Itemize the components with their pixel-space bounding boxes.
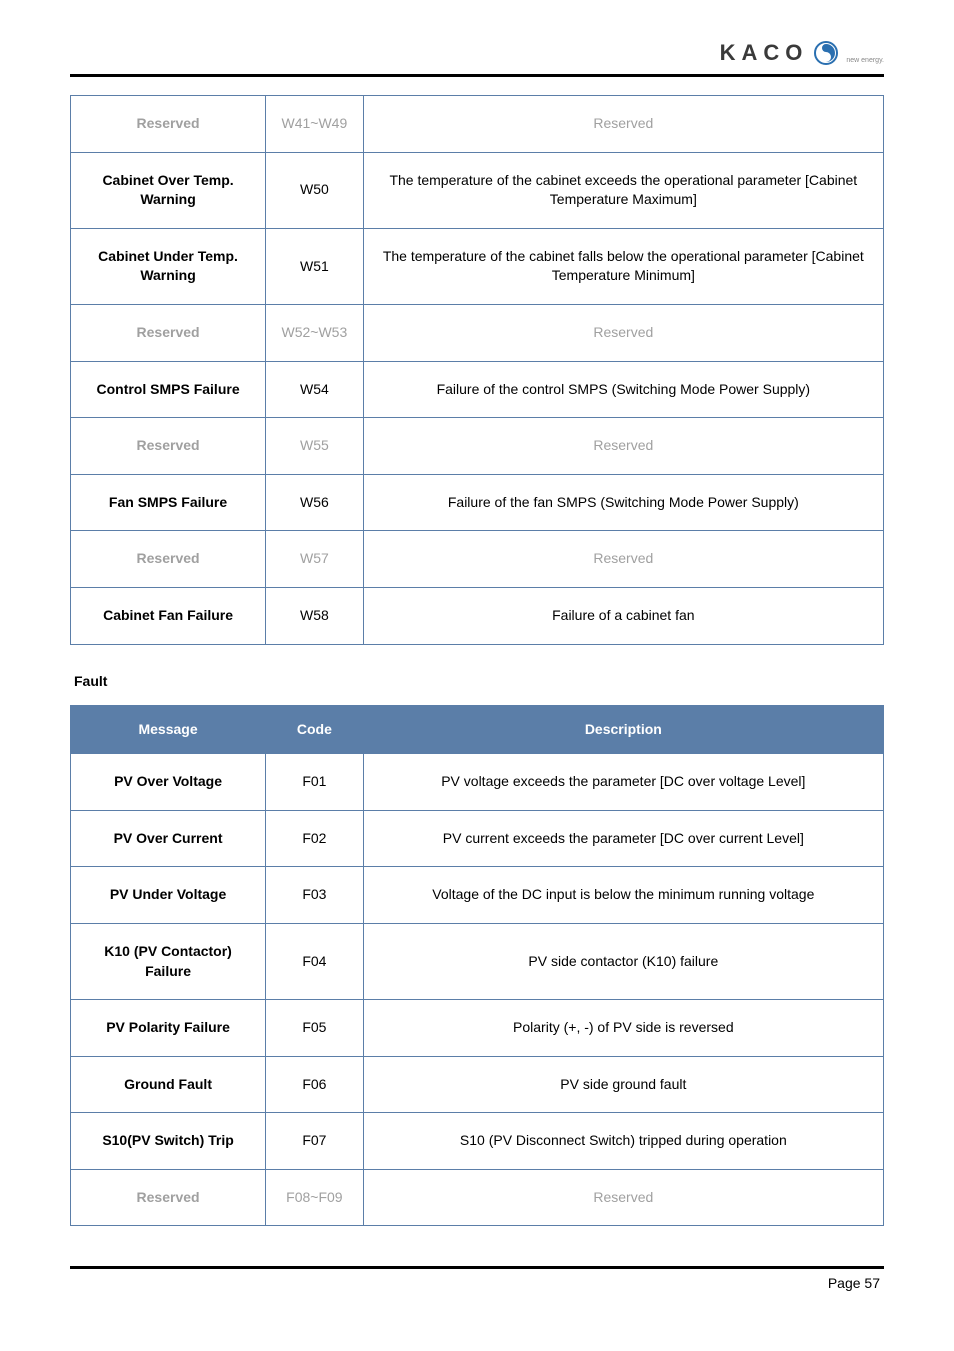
cell-message: Reserved	[71, 418, 266, 475]
cell-code: F05	[266, 1000, 364, 1057]
fault-table: Message Code Description PV Over Voltage…	[70, 705, 884, 1227]
cell-code: F02	[266, 810, 364, 867]
cell-code: W55	[266, 418, 364, 475]
cell-message: S10(PV Switch) Trip	[71, 1113, 266, 1170]
cell-code: F01	[266, 754, 364, 811]
cell-message: PV Over Voltage	[71, 754, 266, 811]
fault-section-title: Fault	[74, 673, 884, 689]
table-row: ReservedW55Reserved	[71, 418, 884, 475]
cell-description: PV side contactor (K10) failure	[363, 923, 883, 999]
cell-description: Polarity (+, -) of PV side is reversed	[363, 1000, 883, 1057]
cell-description: Failure of a cabinet fan	[363, 587, 883, 644]
cell-description: Voltage of the DC input is below the min…	[363, 867, 883, 924]
table-row: PV Polarity FailureF05Polarity (+, -) of…	[71, 1000, 884, 1057]
cell-message: Reserved	[71, 304, 266, 361]
footer-divider	[70, 1266, 884, 1269]
fault-header-code: Code	[266, 705, 364, 754]
cell-description: S10 (PV Disconnect Switch) tripped durin…	[363, 1113, 883, 1170]
cell-code: F08~F09	[266, 1169, 364, 1226]
cell-description: Reserved	[363, 304, 883, 361]
fault-header-message: Message	[71, 705, 266, 754]
logo-text: KACO	[720, 40, 809, 66]
cell-message: Reserved	[71, 531, 266, 588]
cell-description: Failure of the control SMPS (Switching M…	[363, 361, 883, 418]
cell-code: W58	[266, 587, 364, 644]
cell-description: PV current exceeds the parameter [DC ove…	[363, 810, 883, 867]
table-row: PV Over VoltageF01PV voltage exceeds the…	[71, 754, 884, 811]
table-row: S10(PV Switch) TripF07S10 (PV Disconnect…	[71, 1113, 884, 1170]
table-row: Cabinet Under Temp. WarningW51The temper…	[71, 228, 884, 304]
cell-code: W56	[266, 474, 364, 531]
cell-code: F04	[266, 923, 364, 999]
table-row: Ground FaultF06PV side ground fault	[71, 1056, 884, 1113]
cell-description: Reserved	[363, 418, 883, 475]
cell-message: PV Under Voltage	[71, 867, 266, 924]
fault-table-header-row: Message Code Description	[71, 705, 884, 754]
cell-code: F06	[266, 1056, 364, 1113]
cell-message: Fan SMPS Failure	[71, 474, 266, 531]
cell-description: PV side ground fault	[363, 1056, 883, 1113]
table-row: Cabinet Fan FailureW58Failure of a cabin…	[71, 587, 884, 644]
table-row: PV Under VoltageF03Voltage of the DC inp…	[71, 867, 884, 924]
cell-message: PV Polarity Failure	[71, 1000, 266, 1057]
warning-table: ReservedW41~W49ReservedCabinet Over Temp…	[70, 95, 884, 645]
logo: KACO new energy.	[720, 40, 884, 66]
cell-message: Cabinet Over Temp. Warning	[71, 152, 266, 228]
cell-code: F07	[266, 1113, 364, 1170]
page-header: KACO new energy.	[70, 40, 884, 66]
fault-header-description: Description	[363, 705, 883, 754]
cell-description: Reserved	[363, 96, 883, 153]
table-row: PV Over CurrentF02PV current exceeds the…	[71, 810, 884, 867]
cell-message: Cabinet Fan Failure	[71, 587, 266, 644]
cell-message: Reserved	[71, 1169, 266, 1226]
table-row: ReservedW57Reserved	[71, 531, 884, 588]
logo-tagline: new energy.	[846, 57, 884, 64]
cell-code: F03	[266, 867, 364, 924]
page-number: Page 57	[70, 1275, 884, 1291]
cell-code: W57	[266, 531, 364, 588]
cell-code: W52~W53	[266, 304, 364, 361]
table-row: Fan SMPS FailureW56Failure of the fan SM…	[71, 474, 884, 531]
table-row: ReservedW52~W53Reserved	[71, 304, 884, 361]
cell-description: PV voltage exceeds the parameter [DC ove…	[363, 754, 883, 811]
cell-description: The temperature of the cabinet falls bel…	[363, 228, 883, 304]
cell-message: Control SMPS Failure	[71, 361, 266, 418]
table-row: ReservedW41~W49Reserved	[71, 96, 884, 153]
logo-swirl-icon	[814, 41, 838, 65]
table-row: Cabinet Over Temp. WarningW50The tempera…	[71, 152, 884, 228]
cell-code: W41~W49	[266, 96, 364, 153]
table-row: ReservedF08~F09Reserved	[71, 1169, 884, 1226]
table-row: Control SMPS FailureW54Failure of the co…	[71, 361, 884, 418]
cell-description: Reserved	[363, 531, 883, 588]
cell-code: W51	[266, 228, 364, 304]
table-row: K10 (PV Contactor) FailureF04PV side con…	[71, 923, 884, 999]
cell-description: Failure of the fan SMPS (Switching Mode …	[363, 474, 883, 531]
header-divider	[70, 74, 884, 77]
cell-message: Cabinet Under Temp. Warning	[71, 228, 266, 304]
cell-message: Reserved	[71, 96, 266, 153]
cell-message: K10 (PV Contactor) Failure	[71, 923, 266, 999]
cell-message: PV Over Current	[71, 810, 266, 867]
cell-message: Ground Fault	[71, 1056, 266, 1113]
cell-code: W50	[266, 152, 364, 228]
cell-code: W54	[266, 361, 364, 418]
cell-description: The temperature of the cabinet exceeds t…	[363, 152, 883, 228]
cell-description: Reserved	[363, 1169, 883, 1226]
